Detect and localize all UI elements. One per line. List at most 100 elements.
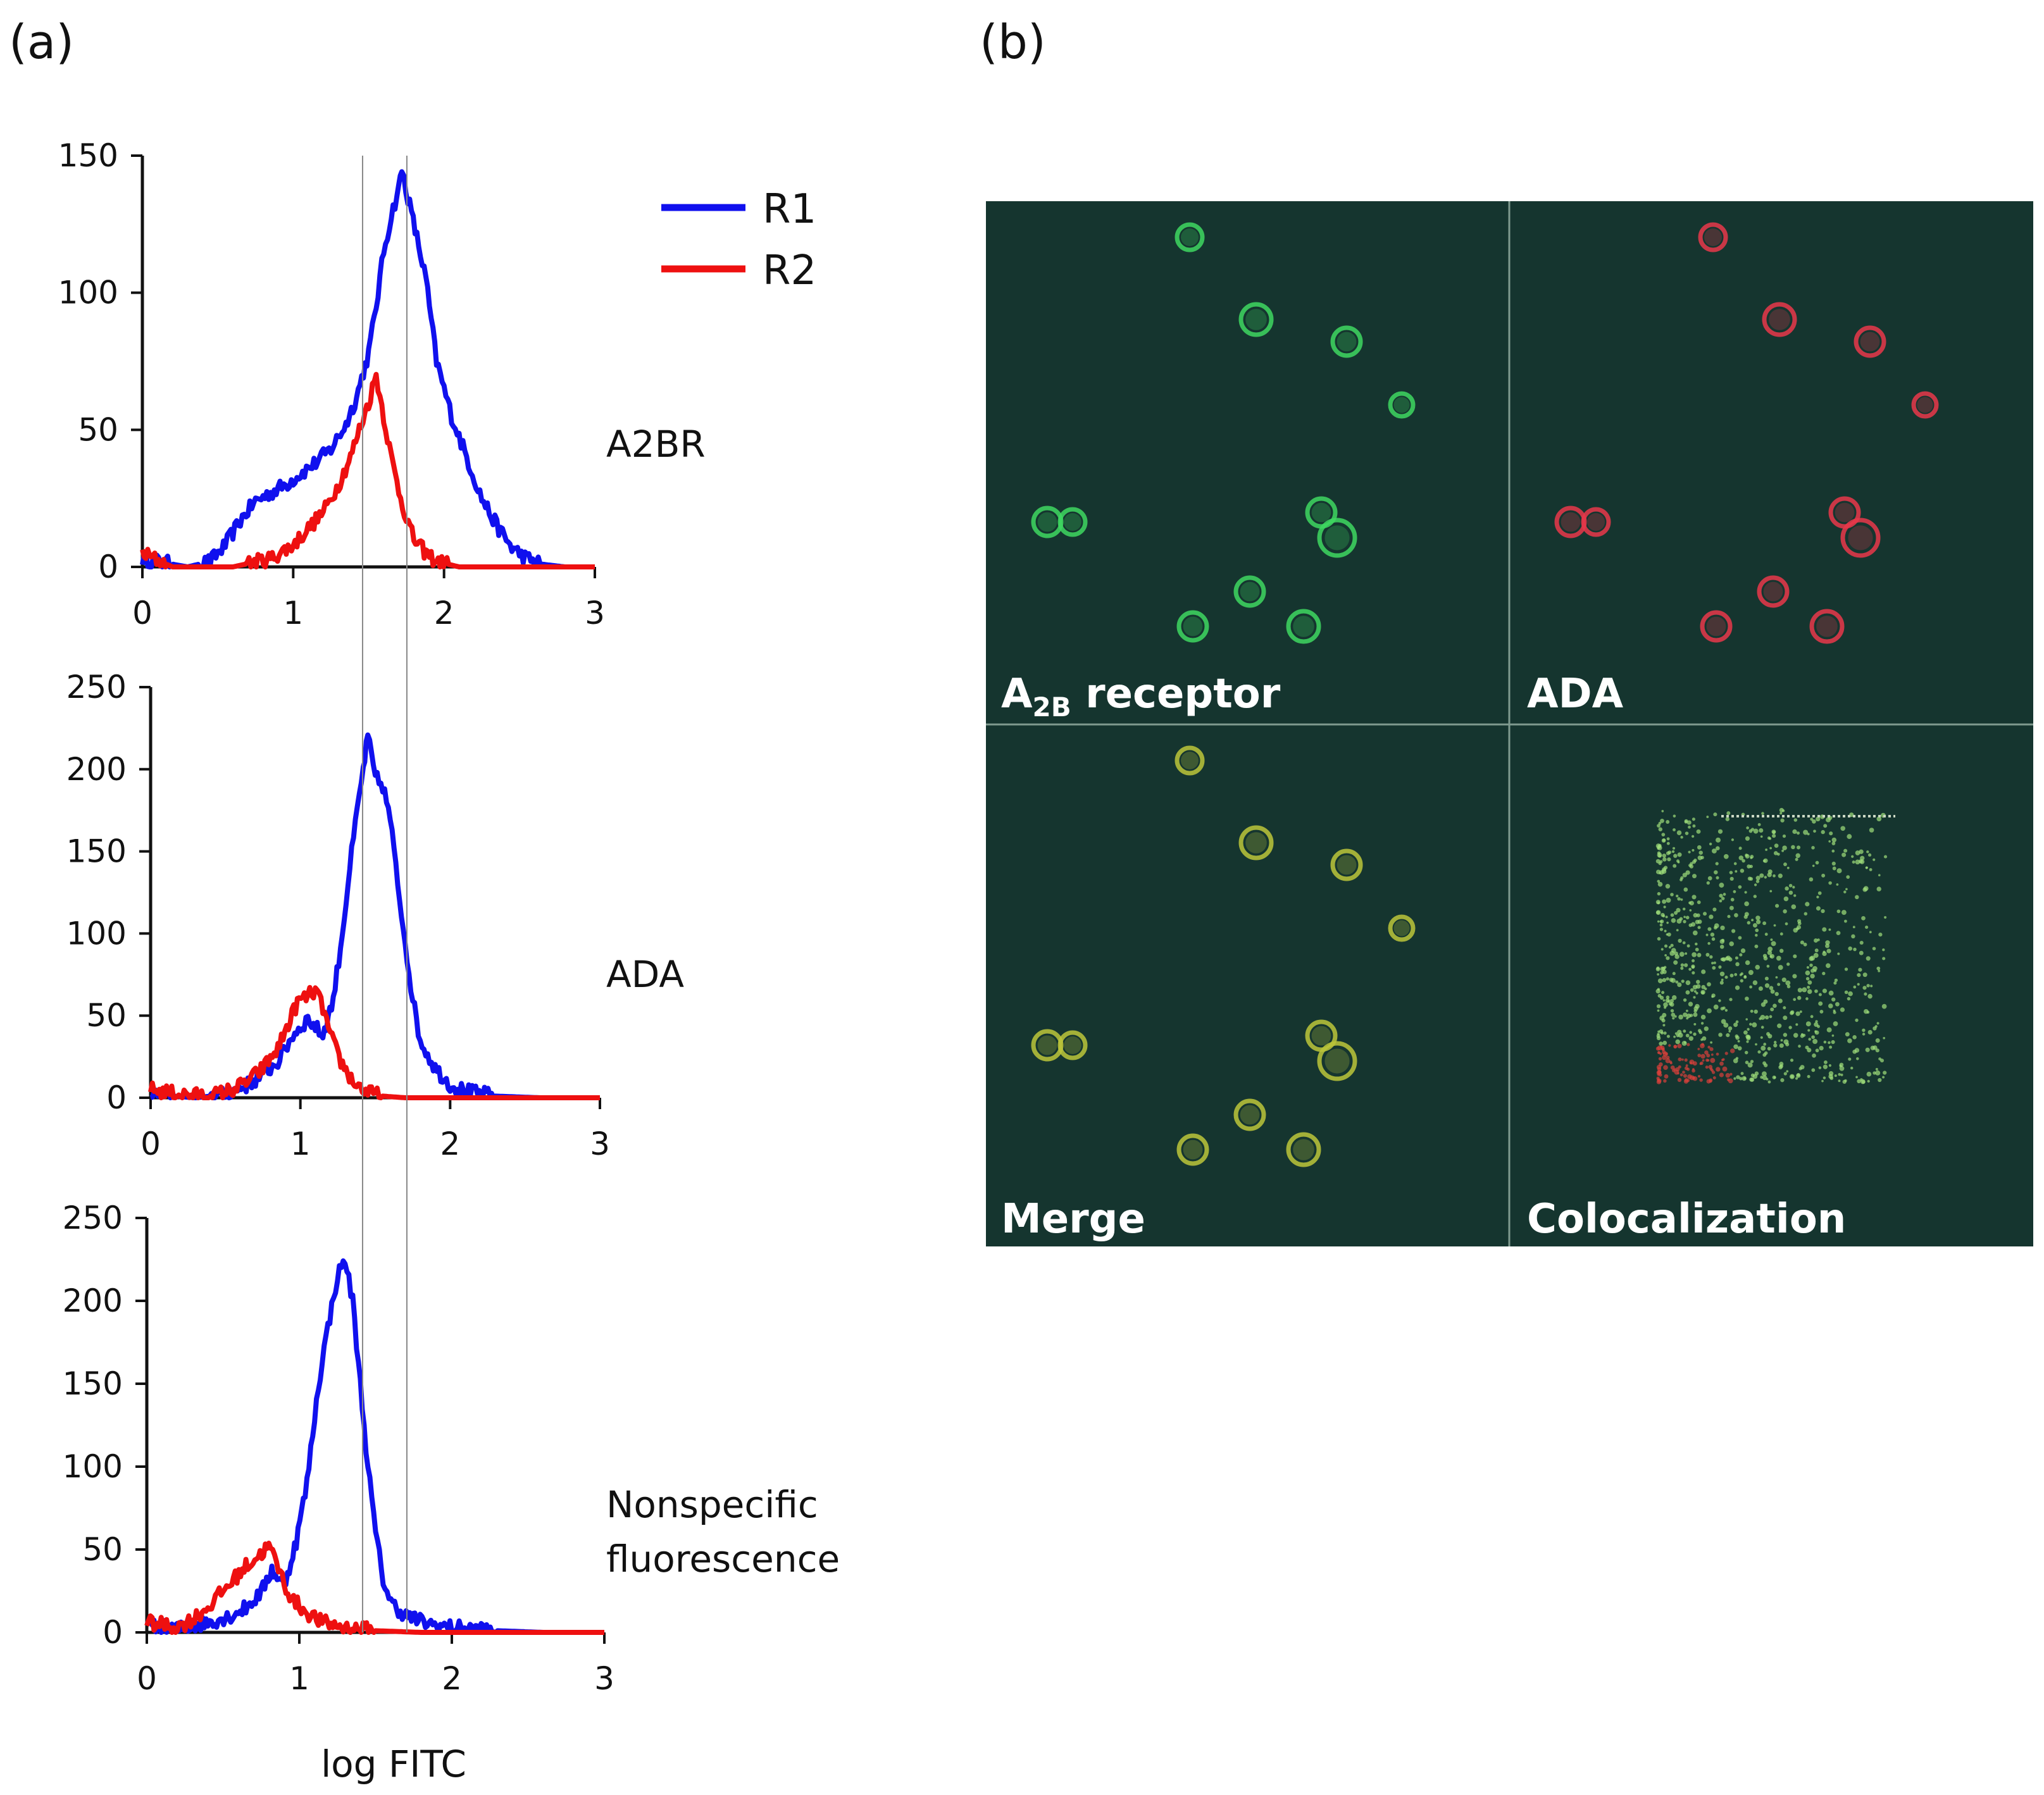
coloc-point	[1692, 824, 1696, 828]
coloc-point	[1695, 942, 1698, 946]
coloc-point	[1771, 829, 1776, 835]
coloc-point	[1779, 807, 1784, 812]
coloc-point	[1797, 831, 1800, 835]
coloc-point	[1667, 850, 1672, 854]
coloc-point	[1765, 848, 1768, 851]
coloc-point	[1718, 1033, 1723, 1037]
coloc-point	[1682, 907, 1686, 910]
coloc-point	[1678, 1065, 1681, 1069]
coloc-point	[1875, 1070, 1881, 1076]
coloc-point	[1833, 981, 1837, 985]
merge-cell-body	[1245, 832, 1267, 854]
coloc-point	[1869, 931, 1872, 934]
coloc-point	[1666, 1034, 1670, 1038]
coloc-point	[1852, 860, 1855, 864]
coloc-point	[1693, 1022, 1697, 1026]
coloc-point	[1867, 853, 1872, 857]
coloc-point	[1785, 886, 1789, 891]
coloc-point	[1786, 1070, 1789, 1073]
coloc-point	[1692, 959, 1695, 962]
coloc-point	[1842, 1079, 1847, 1084]
coloc-point	[1811, 1035, 1815, 1040]
coloc-point	[1697, 1053, 1702, 1057]
y-tick-label: 150	[66, 833, 127, 870]
coloc-point	[1724, 956, 1729, 961]
coloc-point	[1796, 845, 1801, 850]
coloc-point	[1685, 990, 1690, 995]
coloc-point	[1816, 816, 1821, 822]
coloc-point	[1752, 923, 1757, 928]
coloc-point	[1663, 1002, 1668, 1007]
coloc-point	[1698, 850, 1703, 855]
coloc-point	[1870, 984, 1873, 988]
coloc-point	[1828, 881, 1832, 885]
coloc-point	[1658, 854, 1662, 858]
coloc-point	[1767, 947, 1773, 952]
coloc-point	[1707, 982, 1711, 987]
coloc-point	[1707, 1008, 1712, 1014]
coloc-point	[1724, 1009, 1728, 1012]
coloc-point	[1853, 947, 1857, 952]
coloc-point	[1811, 1068, 1816, 1072]
coloc-point	[1672, 1017, 1675, 1020]
y-tick-label: 50	[78, 411, 118, 448]
coloc-point	[1656, 1036, 1661, 1041]
coloc-point	[1813, 829, 1816, 833]
coloc-point	[1719, 939, 1725, 944]
coloc-point	[1791, 904, 1797, 910]
coloc-point	[1764, 983, 1770, 988]
coloc-point	[1669, 1002, 1674, 1007]
coloc-point	[1657, 879, 1661, 883]
coloc-point	[1761, 1071, 1767, 1077]
coloc-point	[1767, 869, 1773, 874]
coloc-point	[1714, 870, 1718, 874]
row-label-ada: ADA	[606, 953, 684, 996]
coloc-point	[1760, 1026, 1764, 1029]
coloc-point	[1755, 916, 1760, 921]
series-line-r1	[145, 1258, 606, 1635]
coloc-point	[1672, 972, 1676, 976]
coloc-point	[1710, 1041, 1712, 1044]
coloc-point	[1774, 843, 1779, 848]
coloc-point	[1666, 933, 1669, 936]
coloc-point	[1685, 1064, 1688, 1067]
coloc-point	[1699, 1078, 1703, 1082]
coloc-point	[1729, 876, 1734, 881]
coloc-point	[1882, 948, 1885, 952]
quadrant-label-ada: ADA	[1527, 671, 1624, 717]
merge-cell	[1175, 745, 1205, 776]
coloc-point	[1767, 950, 1773, 955]
coloc-point	[1669, 1060, 1673, 1064]
a2b-cell	[1176, 610, 1209, 643]
coloc-point	[1760, 1036, 1763, 1039]
coloc-point	[1683, 887, 1688, 892]
coloc-point	[1723, 1022, 1729, 1028]
coloc-point	[1719, 981, 1724, 985]
coloc-point	[1655, 843, 1661, 848]
coloc-point	[1781, 977, 1786, 983]
coloc-point	[1729, 973, 1734, 978]
coloc-point	[1724, 1052, 1728, 1055]
coloc-point	[1828, 1064, 1831, 1067]
coloc-point	[1666, 1055, 1670, 1060]
x-tick-label: 3	[594, 1660, 614, 1697]
coloc-point	[1669, 978, 1674, 982]
coloc-point	[1721, 978, 1724, 981]
coloc-point	[1657, 937, 1661, 941]
coloc-point	[1769, 953, 1774, 959]
coloc-point	[1778, 998, 1783, 1003]
coloc-point	[1733, 1022, 1738, 1028]
coloc-point	[1747, 1028, 1750, 1031]
coloc-point	[1711, 962, 1714, 965]
coloc-point	[1866, 1010, 1870, 1014]
coloc-point	[1825, 940, 1830, 945]
coloc-point	[1667, 932, 1671, 937]
coloc-point	[1688, 1002, 1693, 1007]
coloc-point	[1692, 1076, 1695, 1080]
coloc-point	[1773, 1076, 1776, 1079]
coloc-point	[1746, 1034, 1751, 1040]
coloc-point	[1738, 847, 1742, 850]
coloc-point	[1738, 855, 1744, 860]
coloc-point	[1736, 1075, 1740, 1079]
coloc-point	[1773, 1041, 1777, 1044]
